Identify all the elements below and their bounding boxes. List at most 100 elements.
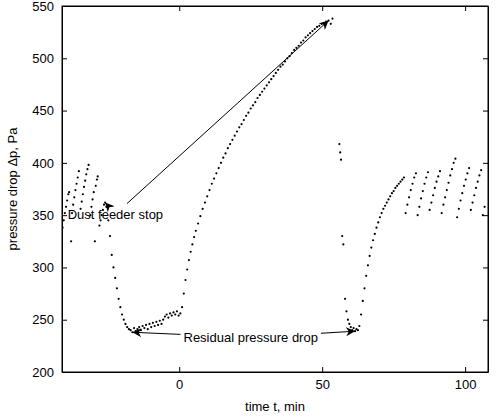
data-point xyxy=(422,190,424,192)
data-point xyxy=(213,177,215,179)
data-point xyxy=(172,311,174,313)
data-point xyxy=(62,227,64,229)
data-point xyxy=(236,130,238,132)
data-point xyxy=(78,170,80,172)
data-point xyxy=(357,329,359,331)
data-point xyxy=(314,28,316,30)
data-point xyxy=(331,17,333,19)
data-point xyxy=(227,147,229,149)
data-point xyxy=(465,178,467,180)
data-point xyxy=(458,208,460,210)
data-point xyxy=(437,175,439,177)
tick: 350 xyxy=(32,208,67,223)
tick-mark xyxy=(62,6,67,7)
tick: 300 xyxy=(32,260,67,275)
data-point xyxy=(311,30,313,32)
y-axis: 200250300350400450500550 xyxy=(32,0,67,380)
tick-mark xyxy=(62,267,67,268)
plot-area xyxy=(62,17,486,333)
data-point xyxy=(140,329,142,331)
annotation-arrow xyxy=(105,202,107,204)
data-point xyxy=(166,313,168,315)
data-point xyxy=(369,255,371,257)
data-point xyxy=(411,183,413,185)
data-point xyxy=(229,143,231,145)
data-point xyxy=(245,115,247,117)
data-point xyxy=(374,233,376,235)
chart-container: 050100200250300350400450500550time t, mi… xyxy=(0,0,500,419)
data-point xyxy=(136,328,138,330)
data-point xyxy=(444,196,446,198)
tick: 250 xyxy=(32,312,67,327)
tick: 200 xyxy=(32,365,67,380)
data-point xyxy=(77,176,79,178)
data-point xyxy=(381,212,383,214)
data-point xyxy=(86,168,88,170)
data-point xyxy=(425,176,427,178)
data-point xyxy=(339,151,341,153)
data-point xyxy=(418,206,420,208)
data-point xyxy=(401,178,403,180)
data-point xyxy=(279,66,281,68)
tick xyxy=(465,6,466,11)
data-point xyxy=(382,208,384,210)
data-point xyxy=(197,222,199,224)
data-point xyxy=(266,84,268,86)
data-point xyxy=(396,185,398,187)
data-point xyxy=(206,195,208,197)
data-point xyxy=(365,275,367,277)
data-point xyxy=(147,328,149,330)
axis-line xyxy=(63,6,489,7)
tick-label: 100 xyxy=(455,377,477,392)
data-point xyxy=(410,189,412,191)
data-point xyxy=(394,187,396,189)
tick xyxy=(483,111,488,112)
tick xyxy=(483,163,488,164)
annotation-arrow xyxy=(132,332,180,334)
data-point xyxy=(309,32,311,34)
tick: 450 xyxy=(32,103,67,118)
tick: 100 xyxy=(455,367,477,392)
data-point xyxy=(398,183,400,185)
data-point xyxy=(393,190,395,192)
tick-mark xyxy=(465,367,466,372)
data-point xyxy=(112,266,114,268)
data-point xyxy=(459,199,461,201)
data-point xyxy=(372,239,374,241)
tick xyxy=(483,320,488,321)
data-point xyxy=(377,221,379,223)
data-point xyxy=(477,181,479,183)
data-point xyxy=(66,199,68,201)
data-point xyxy=(190,251,192,253)
tick: 500 xyxy=(32,51,67,66)
data-point xyxy=(441,212,443,214)
data-point xyxy=(316,26,318,28)
tick-mark xyxy=(179,367,180,372)
data-point xyxy=(456,216,458,218)
annotation-arrow xyxy=(321,331,355,333)
data-point xyxy=(130,329,132,331)
data-point xyxy=(347,319,349,321)
data-point xyxy=(408,196,410,198)
data-point xyxy=(176,310,178,312)
data-point xyxy=(85,173,87,175)
data-point xyxy=(442,204,444,206)
annotation-text: Residual pressure drop xyxy=(184,330,318,345)
data-point xyxy=(451,168,453,170)
data-point xyxy=(94,240,96,242)
data-point xyxy=(114,277,116,279)
data-point xyxy=(435,181,437,183)
data-point xyxy=(142,325,144,327)
data-point xyxy=(461,192,463,194)
tick xyxy=(483,267,488,268)
data-point xyxy=(186,268,188,270)
data-point xyxy=(164,315,166,317)
data-point xyxy=(116,287,118,289)
data-point xyxy=(159,320,161,322)
data-point xyxy=(463,185,465,187)
data-point xyxy=(263,88,265,90)
x-axis-title: time t, min xyxy=(245,399,305,414)
data-point xyxy=(439,170,441,172)
data-point xyxy=(350,326,352,328)
data-point xyxy=(454,158,456,160)
